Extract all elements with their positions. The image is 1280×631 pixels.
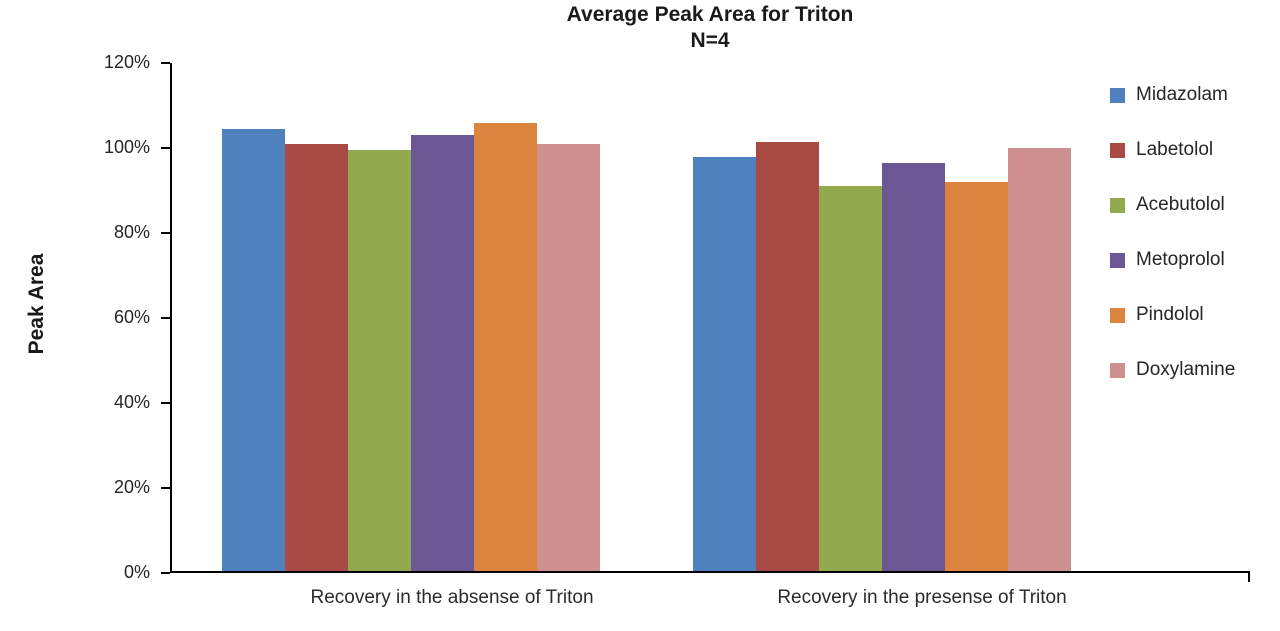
y-tick-label: 100% (103, 137, 150, 157)
y-tick-label: 40% (113, 392, 150, 412)
legend-item-acebutolol: Acebutolol (1110, 194, 1225, 216)
y-tick-label: 0% (123, 562, 150, 582)
bar-pindolol-cat1 (474, 122, 537, 571)
bar-acebutolol-cat1 (348, 150, 411, 571)
chart-title-line1: Average Peak Area for Triton (566, 3, 854, 26)
y-tick-mark (161, 232, 170, 234)
bar-labetolol-cat1 (285, 143, 348, 571)
legend-label: Pindolol (1136, 304, 1204, 325)
legend-item-metoprolol: Metoprolol (1110, 249, 1225, 271)
y-tick-mark (161, 572, 170, 574)
y-axis-title: Peak Area (25, 253, 48, 355)
y-tick-mark (161, 62, 170, 64)
plot-area (170, 63, 1250, 573)
bar-doxylamine-cat1 (537, 143, 600, 571)
y-tick-mark (161, 317, 170, 319)
legend-label: Metoprolol (1136, 249, 1225, 270)
legend-label: Acebutolol (1136, 194, 1225, 215)
bar-midazolam-cat2 (693, 156, 756, 571)
x-axis-end-tick (1248, 571, 1250, 582)
chart-title-line2: N=4 (690, 29, 730, 52)
y-tick-mark (161, 487, 170, 489)
legend-item-labetolol: Labetolol (1110, 139, 1213, 161)
legend-label: Doxylamine (1136, 359, 1236, 380)
legend-label: Labetolol (1136, 139, 1214, 160)
y-tick-label: 60% (113, 307, 150, 327)
legend-label: Midazolam (1136, 84, 1228, 105)
bar-midazolam-cat1 (222, 129, 285, 571)
legend-swatch-icon (1110, 252, 1125, 268)
legend-swatch-icon (1110, 142, 1125, 158)
y-tick-label: 80% (113, 222, 150, 242)
bar-labetolol-cat2 (756, 141, 819, 571)
x-category-label: Recovery in the presense of Triton (777, 587, 1067, 608)
bar-metoprolol-cat1 (411, 135, 474, 571)
x-category-label: Recovery in the absense of Triton (310, 587, 594, 608)
legend-item-pindolol: Pindolol (1110, 304, 1204, 326)
bar-acebutolol-cat2 (819, 186, 882, 571)
legend-item-midazolam: Midazolam (1110, 84, 1228, 106)
y-tick-mark (161, 147, 170, 149)
legend-swatch-icon (1110, 362, 1125, 378)
y-tick-label: 120% (103, 52, 150, 72)
bar-pindolol-cat2 (945, 182, 1008, 571)
legend-swatch-icon (1110, 307, 1125, 323)
legend-swatch-icon (1110, 197, 1125, 213)
y-tick-mark (161, 402, 170, 404)
bar-doxylamine-cat2 (1008, 148, 1071, 571)
chart-title: Average Peak Area for Triton N=4 (170, 2, 1250, 54)
bar-metoprolol-cat2 (882, 163, 945, 571)
legend-swatch-icon (1110, 87, 1125, 103)
y-tick-label: 20% (113, 477, 150, 497)
legend-item-doxylamine: Doxylamine (1110, 359, 1235, 381)
